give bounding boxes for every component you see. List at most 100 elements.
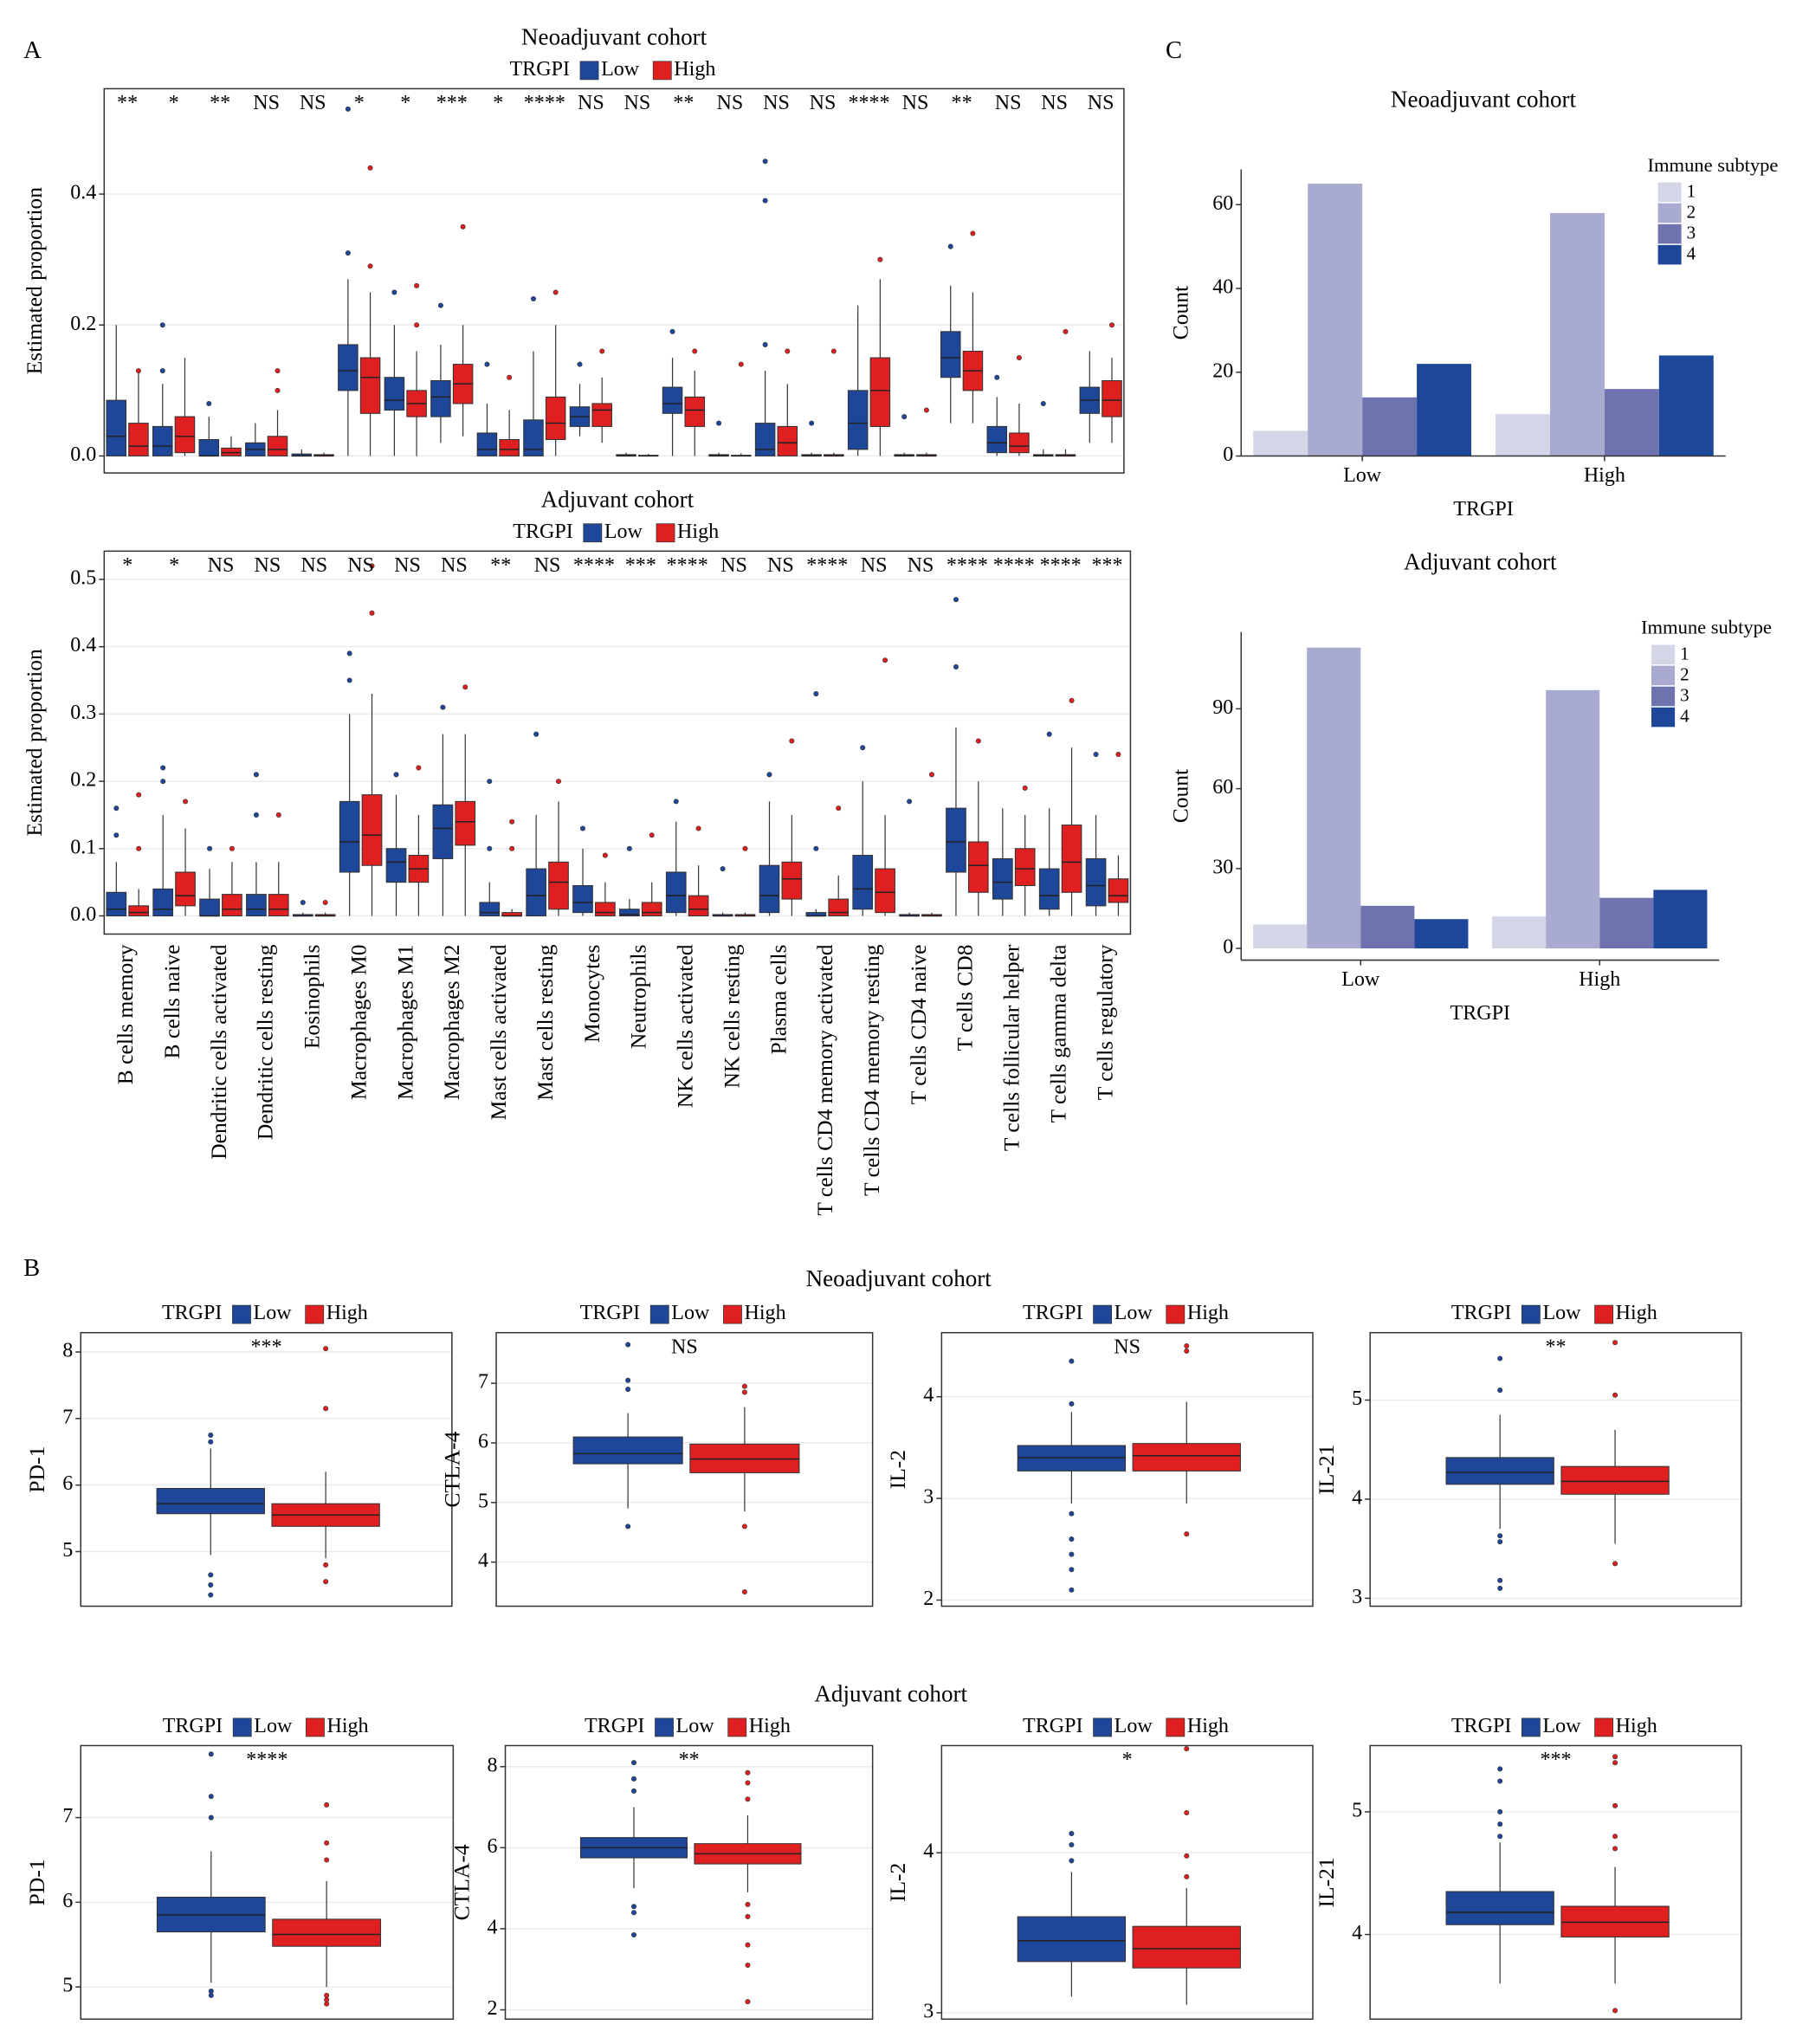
x-tick-label: Dendritic cells resting — [253, 944, 278, 1140]
outlier — [1497, 1585, 1503, 1591]
y-tick-label: 30 — [1212, 856, 1233, 878]
box — [338, 344, 359, 391]
outlier — [1093, 751, 1099, 758]
y-tick-label: 20 — [1212, 359, 1233, 382]
box — [754, 423, 776, 456]
outlier — [630, 1904, 636, 1910]
outlier — [625, 1377, 631, 1383]
panel — [505, 1745, 873, 2020]
outlier — [1069, 1587, 1075, 1593]
significance: **** — [946, 554, 988, 577]
outlier — [1069, 1841, 1075, 1847]
outlier — [745, 1913, 751, 1919]
outlier — [1497, 1539, 1503, 1545]
outlier — [460, 223, 466, 230]
panel — [1370, 1332, 1741, 1607]
y-tick-label: 0.2 — [70, 769, 96, 792]
y-tick-label: 0.2 — [70, 313, 96, 335]
significance: NS — [767, 554, 794, 577]
x-tick-label: Mast cells resting — [533, 944, 558, 1100]
y-tick-label: 60 — [1212, 776, 1233, 799]
significance: NS — [253, 92, 280, 114]
bar — [1360, 905, 1415, 949]
box — [1009, 432, 1030, 454]
y-tick-label: 4 — [1352, 1486, 1362, 1509]
box — [152, 888, 174, 917]
outlier — [1612, 1561, 1618, 1567]
outlier — [206, 400, 212, 406]
panel — [1370, 1745, 1741, 2020]
box — [1085, 857, 1107, 907]
y-tick-label: 0 — [1223, 936, 1233, 959]
significance: *** — [625, 554, 656, 577]
x-tick-label: Low — [1343, 464, 1382, 487]
legend-label: Low — [601, 58, 640, 81]
significance: NS — [861, 554, 888, 577]
box — [1061, 825, 1082, 893]
y-tick-label: 0 — [1223, 443, 1233, 466]
significance: ** — [210, 92, 230, 114]
box — [499, 439, 520, 456]
y-axis-label: IL-21 — [1314, 1445, 1339, 1495]
outlier — [813, 691, 819, 697]
x-tick-label: NK cells resting — [719, 944, 744, 1088]
legend-label: High — [1616, 1302, 1657, 1324]
outlier — [741, 1389, 747, 1395]
outlier — [745, 1769, 751, 1776]
box — [641, 902, 662, 917]
outlier — [414, 282, 420, 288]
box — [267, 436, 288, 456]
legend-swatch — [1166, 1717, 1186, 1737]
legend-label: 2 — [1687, 202, 1696, 223]
y-axis-label: Count — [1167, 286, 1192, 340]
box — [940, 331, 961, 378]
legend-label: High — [749, 1715, 791, 1737]
outlier — [1612, 2008, 1618, 2014]
outlier — [253, 812, 259, 818]
outlier — [322, 899, 328, 905]
significance: NS — [534, 554, 561, 577]
bar — [1308, 184, 1363, 456]
panel-border — [940, 1331, 1314, 1607]
bar — [1253, 924, 1308, 949]
box — [152, 425, 173, 456]
significance: NS — [763, 92, 790, 114]
y-tick-label: 8 — [62, 1339, 73, 1362]
box — [199, 898, 220, 917]
outlier — [208, 1572, 214, 1578]
box — [986, 425, 1008, 454]
y-tick-label: 2 — [487, 1997, 497, 2020]
bar — [1599, 897, 1654, 949]
x-tick-label: T cells CD4 naive — [906, 945, 931, 1105]
box — [688, 895, 709, 917]
x-tick-label: High — [1584, 464, 1625, 487]
significance: *** — [1091, 554, 1122, 577]
outlier — [649, 832, 655, 838]
outlier — [253, 772, 259, 778]
y-tick-label: 5 — [1352, 1387, 1362, 1410]
y-tick-label: 3 — [923, 2000, 934, 2022]
outlier — [1022, 785, 1028, 791]
significance: NS — [720, 554, 747, 577]
outlier — [487, 779, 493, 785]
outlier — [1497, 1577, 1503, 1583]
legend-title: TRGPI — [580, 1302, 640, 1324]
outlier — [1184, 1853, 1190, 1859]
box — [1014, 848, 1036, 887]
outlier — [1184, 1342, 1190, 1349]
outlier — [300, 899, 306, 905]
panel-border — [1369, 1331, 1742, 1607]
outlier — [367, 263, 373, 269]
legend-title: TRGPI — [585, 1715, 644, 1737]
y-axis-label: CTLA-4 — [449, 1844, 474, 1920]
outlier — [135, 368, 141, 374]
significance: **** — [1040, 554, 1082, 577]
outlier — [1069, 1358, 1075, 1364]
legend-swatch — [1594, 1717, 1614, 1737]
box — [847, 390, 869, 450]
x-tick-label: T cells CD4 memory activated — [812, 944, 837, 1215]
outlier — [953, 663, 959, 669]
box — [591, 403, 612, 427]
outlier — [1069, 1858, 1075, 1864]
